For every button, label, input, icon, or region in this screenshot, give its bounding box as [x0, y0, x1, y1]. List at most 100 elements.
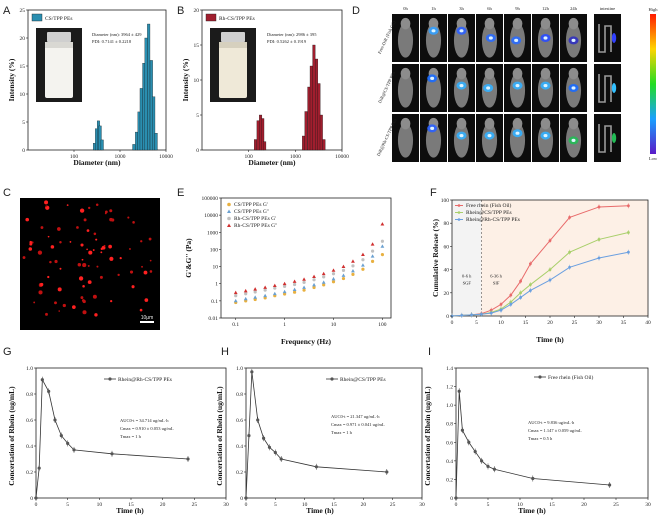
histogram-bar — [98, 125, 102, 151]
panel-h-ylabel: Concertation of Rhein (ug/mL) — [215, 386, 224, 486]
panel-a-axes: 100 1000 10000 0 5 10 15 20 25 — [20, 8, 174, 160]
data-point — [568, 216, 571, 219]
x-tick-label: 25 — [572, 320, 578, 326]
y-tick-label: 1.0 — [26, 366, 33, 372]
panel-letter-d: D — [352, 5, 360, 17]
panel-f-xlabel: Time (h) — [536, 335, 564, 344]
x-tick-label: 10 — [302, 502, 308, 508]
data-point — [548, 278, 552, 282]
plot-frame — [35, 367, 227, 499]
x-tick-label: 20 — [547, 320, 553, 326]
particle — [129, 270, 134, 274]
x-tick-label: 20 — [361, 502, 367, 508]
particle — [86, 229, 90, 232]
panel-i-cmax: Cmax = 1.147 ± 0.059 ug/mL — [528, 428, 582, 433]
y-tick-label: 1.2 — [446, 385, 453, 391]
legend-marker — [330, 377, 334, 381]
particle — [45, 205, 48, 208]
mouse-head — [568, 117, 579, 130]
particle — [140, 240, 143, 243]
panel-h-line — [244, 368, 389, 501]
particle — [96, 265, 99, 268]
mouse-head — [456, 67, 467, 80]
x-tick-label: 20 — [581, 502, 587, 508]
x-tick-label: 15 — [523, 320, 529, 326]
y-tick-label: 0.2 — [446, 477, 453, 483]
data-point — [283, 284, 287, 288]
data-point — [37, 466, 41, 470]
data-point — [282, 289, 287, 294]
mouse-silhouette — [397, 123, 414, 158]
y-tick-label: 20 — [20, 36, 26, 42]
x-tick-label: 30 — [223, 502, 229, 508]
panel-b-bars — [254, 44, 326, 151]
data-point — [233, 298, 238, 303]
panel-b-stat-diameter: Diameter (nm): 2986 ± 395 — [267, 32, 317, 37]
y-tick-label: 0.6 — [236, 418, 243, 424]
legend-label: Free rhein (Fish Oil) — [466, 202, 512, 209]
particle — [50, 245, 55, 249]
particle — [72, 305, 76, 310]
particle — [80, 243, 84, 247]
fluorescence-core — [571, 138, 576, 142]
particle — [127, 216, 130, 219]
data-point — [608, 483, 612, 487]
panel-h: 0 5 10 15 20 25 30 0 0.2 0.4 0.6 0.8 1.0 Rhein@CS/TP… — [215, 366, 425, 515]
histogram-bar — [144, 37, 148, 151]
x-tick-label: 40 — [645, 320, 651, 326]
particle — [69, 240, 72, 243]
particle — [144, 298, 149, 302]
data-point — [267, 445, 272, 449]
mouse-head — [400, 17, 411, 30]
fluorescence-core — [571, 86, 576, 90]
panel-g-xlabel: Time (h) — [116, 506, 144, 515]
panel-f: 0 5 10 15 20 25 30 35 40 0 20 40 60 80 100 Free rhein … — [431, 198, 651, 344]
legend-marker — [227, 223, 231, 227]
fluorescence-core — [431, 29, 436, 33]
intestine-tissue — [598, 74, 612, 103]
particle — [22, 256, 26, 259]
particle — [58, 310, 61, 312]
particle — [109, 209, 113, 213]
particle — [83, 218, 87, 222]
particle — [86, 248, 88, 251]
panel-d-colorbar — [650, 14, 656, 154]
particle — [25, 217, 30, 222]
mouse-head — [484, 117, 495, 130]
panel-c-micrograph — [20, 198, 160, 330]
y-tick-label: 0.2 — [236, 470, 243, 476]
data-point — [66, 441, 70, 445]
particle — [143, 270, 148, 275]
panel-e: 0.1 1 10 100 0.01 0.1 1 10 100 1000 10000 100000 CS… — [184, 196, 392, 346]
particle — [129, 248, 131, 250]
histogram-bar — [254, 139, 257, 151]
panel-d: 0h 1h 3h 6h 9h 12h 24h intestine Free-DiR (Fish… — [376, 6, 658, 162]
data-point — [53, 418, 57, 422]
panel-a-ylabel: Intensity (%) — [7, 58, 16, 101]
data-point — [341, 273, 346, 277]
particle — [54, 301, 57, 305]
mouse-silhouette — [453, 123, 470, 158]
panel-i-xlabel: Time (h) — [518, 506, 546, 515]
data-point — [519, 296, 522, 299]
legend-label: Rh-CS/TPP PEs G'' — [234, 223, 277, 229]
data-point — [597, 238, 601, 241]
y-tick-label: 0 — [30, 496, 33, 502]
data-point — [548, 239, 552, 243]
y-tick-label: 0.6 — [446, 440, 453, 446]
particle — [29, 240, 33, 244]
data-point — [460, 314, 464, 317]
y-tick-label: 20 — [194, 8, 200, 14]
data-point — [499, 308, 503, 312]
particle — [33, 301, 36, 304]
data-point — [454, 496, 458, 500]
particle — [81, 258, 84, 261]
time-label: 9h — [515, 6, 520, 11]
particle — [44, 200, 49, 205]
y-tick-label: 10 — [213, 265, 219, 271]
x-tick-label: 1000 — [115, 154, 126, 160]
data-point — [460, 428, 464, 432]
legend-marker — [538, 375, 542, 379]
particle — [149, 270, 153, 273]
particle — [132, 221, 135, 224]
